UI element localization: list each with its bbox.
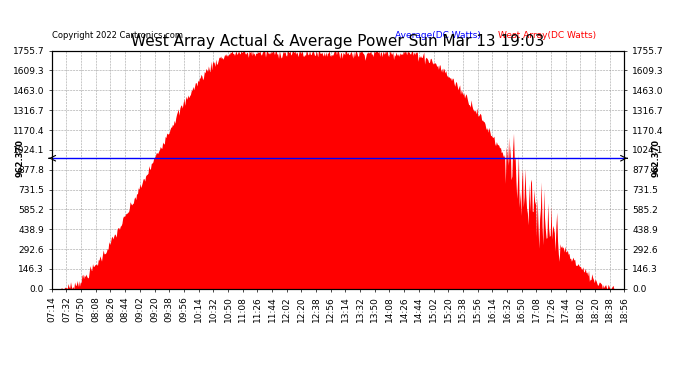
Title: West Array Actual & Average Power Sun Mar 13 19:03: West Array Actual & Average Power Sun Ma…: [131, 34, 545, 50]
Text: 962.370: 962.370: [651, 139, 660, 177]
Text: West Array(DC Watts): West Array(DC Watts): [498, 31, 597, 40]
Text: Average(DC Watts): Average(DC Watts): [395, 31, 481, 40]
Text: Copyright 2022 Cartronics.com: Copyright 2022 Cartronics.com: [52, 31, 183, 40]
Text: 962.370: 962.370: [16, 139, 25, 177]
